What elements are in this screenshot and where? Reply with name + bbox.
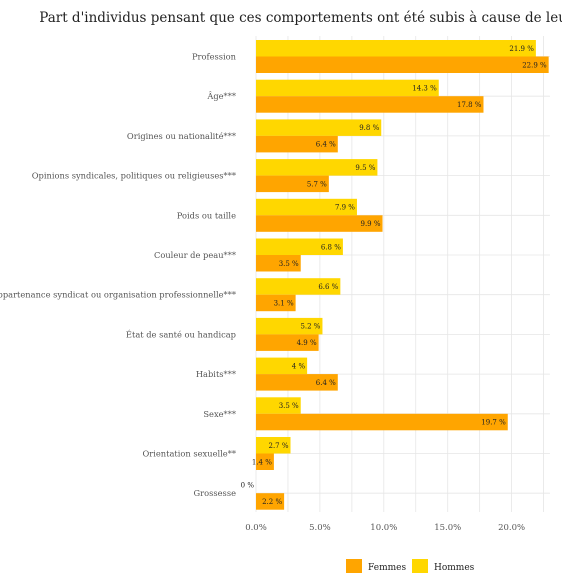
bar-femmes [256, 96, 484, 113]
data-label-femmes: 6.4 % [316, 141, 336, 149]
category-label: Poids ou taille [177, 210, 236, 220]
category-label: Habits*** [196, 369, 237, 379]
bar-hommes [256, 198, 357, 216]
bar-femmes [256, 294, 296, 312]
category-labels: Profession Âge*** Origines ou nationalité*… [0, 52, 237, 499]
legend-swatch-hommes [412, 559, 428, 573]
x-axis-ticks: 0.0% 5.0% 10.0% 15.0% 20.0% [245, 523, 525, 533]
bar-hommes [256, 278, 341, 295]
bar-femmes [256, 413, 508, 431]
data-label-femmes: 22.9 % [522, 61, 547, 69]
bar-femmes [256, 215, 383, 232]
data-label-hommes: 9.8 % [359, 124, 379, 132]
category-label: Orientation sexuelle** [142, 449, 236, 459]
x-tick-label: 0.0% [245, 523, 267, 533]
category-label: Grossesse [194, 488, 237, 498]
bar-hommes [256, 437, 291, 454]
data-label-femmes: 2.2 % [262, 498, 282, 506]
bar-femmes [256, 493, 285, 510]
data-label-hommes: 3.5 % [279, 402, 299, 410]
bar-hommes [256, 317, 323, 335]
category-label: Âge*** [206, 90, 237, 101]
bar-femmes [256, 334, 319, 351]
bar-femmes [256, 374, 338, 391]
x-tick-label: 15.0% [434, 523, 461, 533]
data-label-femmes: 19.7 % [481, 419, 506, 427]
x-tick-label: 5.0% [309, 523, 331, 533]
category-label: État de santé ou handicap [126, 328, 236, 339]
bar-hommes [256, 238, 343, 255]
legend-swatch-femmes [346, 559, 362, 573]
data-label-femmes: 5.7 % [307, 180, 327, 188]
bar-hommes [256, 397, 301, 414]
data-label-femmes: 3.1 % [274, 299, 294, 307]
bar-femmes [256, 255, 301, 272]
data-label-hommes: 0 % [241, 481, 255, 489]
data-label-femmes: 1.4 % [252, 458, 272, 466]
category-label: Opinions syndicales, politiques ou relig… [32, 171, 237, 181]
chart-title: Part d'individus pensant que ces comport… [39, 10, 562, 26]
data-label-hommes: 21.9 % [509, 45, 534, 53]
data-label-femmes: 6.4 % [316, 379, 336, 387]
legend-label-femmes: Femmes [368, 563, 406, 573]
category-label: Appartenance syndicat ou organisation pr… [0, 290, 237, 300]
bar-femmes [256, 453, 274, 470]
data-label-hommes: 2.7 % [268, 442, 288, 450]
labels-layer: 21.9 % 22.9 % 14.3 % 17.8 % 9.8 % 6.4 % 9.5 % 5… [241, 45, 547, 506]
data-label-femmes: 9.9 % [361, 220, 381, 228]
data-label-hommes: 7.9 % [335, 204, 355, 212]
data-label-hommes: 6.8 % [321, 243, 341, 251]
bar-femmes [256, 135, 338, 153]
data-label-hommes: 6.6 % [318, 283, 338, 291]
category-label: Sexe*** [203, 409, 236, 419]
x-tick-label: 10.0% [370, 523, 397, 533]
bar-femmes [256, 56, 549, 73]
data-label-femmes: 17.8 % [457, 101, 482, 109]
data-label-femmes: 4.9 % [297, 339, 317, 347]
data-label-hommes: 9.5 % [355, 164, 375, 172]
data-label-hommes: 14.3 % [412, 84, 437, 92]
data-label-hommes: 4 % [292, 362, 306, 370]
category-label: Origines ou nationalité*** [127, 131, 237, 141]
legend: Femmes Hommes [346, 559, 475, 573]
category-label: Couleur de peau*** [154, 250, 237, 260]
category-label: Profession [192, 52, 237, 62]
bar-femmes [256, 175, 329, 193]
legend-label-hommes: Hommes [434, 563, 475, 573]
bar-hommes [256, 40, 536, 57]
bar-hommes [256, 79, 439, 97]
bar-hommes [256, 119, 382, 136]
bar-hommes [256, 159, 378, 176]
data-label-hommes: 5.2 % [300, 323, 320, 331]
data-label-femmes: 3.5 % [279, 260, 299, 268]
bars-layer [256, 40, 549, 510]
x-tick-label: 20.0% [498, 523, 525, 533]
bar-hommes [256, 357, 308, 375]
